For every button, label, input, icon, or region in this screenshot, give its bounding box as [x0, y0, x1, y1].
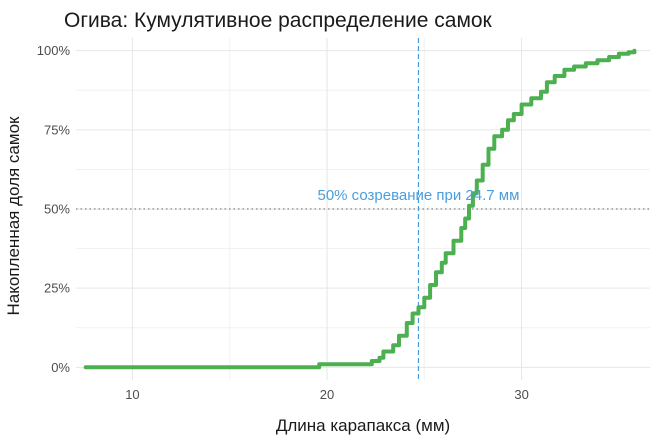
x-tick-label: 10: [125, 387, 139, 402]
reference-lines: [76, 38, 650, 380]
y-tick-label: 50%: [44, 202, 70, 217]
ecdf-line: [83, 48, 637, 370]
chart-title: Огива: Кумулятивное распределение самок: [64, 9, 493, 32]
x-axis-title: Длина карапакса (мм): [276, 416, 450, 435]
y-tick-label: 75%: [44, 122, 70, 137]
y-axis-title: Накопленная доля самок: [4, 116, 23, 315]
maturity-annotation: 50% созревание при 24.7 мм: [317, 187, 519, 204]
y-tick-label: 100%: [37, 43, 71, 58]
tick-labels: 10 20 30 0% 25% 50% 75% 100%: [37, 43, 529, 402]
x-tick-label: 30: [514, 387, 528, 402]
x-tick-label: 20: [320, 387, 334, 402]
y-tick-label: 25%: [44, 281, 70, 296]
series-layer: [83, 48, 637, 370]
y-tick-label: 0%: [51, 360, 70, 375]
